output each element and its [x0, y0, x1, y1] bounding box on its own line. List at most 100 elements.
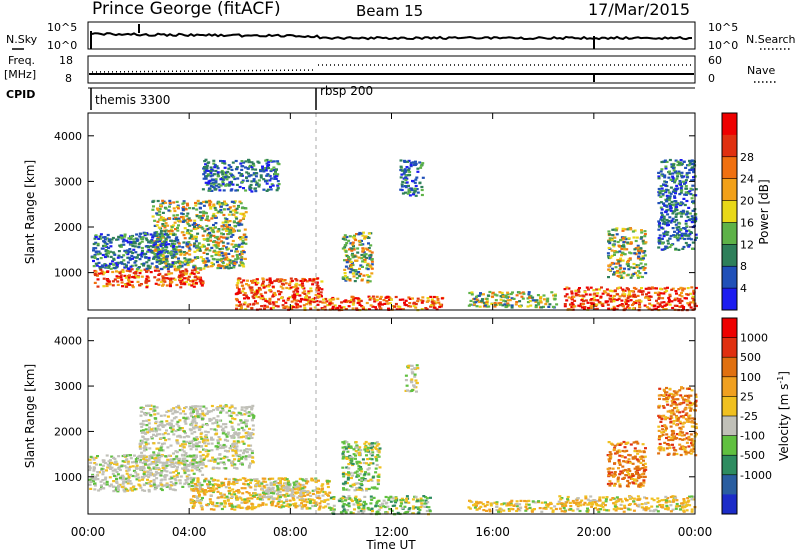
range-cell [232, 483, 236, 486]
range-cell [127, 276, 131, 279]
range-cell [254, 485, 258, 488]
range-cell [195, 448, 198, 451]
range-cell [138, 447, 142, 450]
range-cell [420, 185, 424, 189]
range-cell [171, 412, 175, 415]
range-cell [244, 166, 247, 169]
range-cell [198, 450, 202, 454]
colorbar-swatch [722, 178, 737, 202]
range-cell [239, 436, 243, 439]
range-cell [220, 507, 224, 511]
range-cell [218, 258, 222, 261]
range-cell [186, 469, 190, 472]
range-cell [413, 163, 417, 166]
range-cell [215, 236, 219, 239]
range-cell [154, 470, 158, 473]
range-cell [161, 275, 165, 278]
range-cell [319, 291, 323, 294]
range-cell [221, 178, 225, 181]
range-cell [247, 507, 251, 510]
range-cell [526, 301, 530, 304]
range-cell [221, 180, 225, 183]
range-cell [515, 301, 519, 304]
range-cell [674, 203, 678, 206]
range-cell [308, 491, 312, 494]
range-cell [250, 436, 254, 439]
range-cell [181, 209, 185, 212]
range-cell [168, 487, 172, 491]
range-cell [168, 205, 171, 208]
range-cell [214, 178, 218, 181]
range-cell [305, 482, 309, 485]
range-cell [130, 461, 134, 464]
range-cell [274, 504, 278, 508]
range-cell [553, 297, 557, 300]
range-cell [181, 467, 184, 470]
range-cell [247, 434, 251, 437]
range-cell [692, 169, 696, 172]
range-cell [536, 294, 540, 297]
range-cell [661, 297, 665, 300]
range-cell [210, 189, 214, 192]
range-cell [191, 506, 195, 509]
range-cell [193, 430, 197, 434]
range-cell [344, 299, 348, 302]
range-cell [180, 231, 184, 234]
range-cell [202, 212, 206, 215]
range-cell [159, 487, 163, 490]
range-cell [153, 224, 157, 227]
range-cell [691, 209, 695, 212]
range-cell [151, 215, 155, 218]
range-cell [308, 501, 312, 505]
range-cell [241, 179, 245, 182]
range-cell [138, 258, 142, 261]
range-cell [692, 176, 695, 179]
range-cell [506, 291, 510, 294]
range-cell [192, 502, 196, 505]
range-cell [154, 427, 158, 430]
range-cell [141, 429, 145, 432]
range-cell [142, 476, 146, 479]
range-cell [103, 461, 107, 465]
range-cell [231, 255, 235, 258]
range-cell [111, 280, 115, 283]
range-cell [415, 176, 419, 179]
range-cell [542, 298, 546, 301]
range-cell [404, 185, 407, 188]
range-cell [668, 202, 671, 205]
range-cell [203, 437, 207, 441]
range-cell [133, 240, 137, 244]
range-cell [152, 467, 156, 470]
range-cell [304, 503, 308, 507]
range-cell [315, 283, 319, 286]
range-cell [134, 275, 137, 278]
range-cell [673, 304, 677, 307]
range-cell [225, 456, 229, 459]
range-cell [225, 218, 229, 221]
range-cell [345, 235, 349, 239]
range-cell [242, 187, 245, 190]
range-cell [122, 243, 126, 246]
range-cell [183, 443, 187, 446]
range-cell [205, 423, 209, 427]
range-cell [607, 264, 611, 268]
range-cell [352, 269, 356, 272]
range-cell [257, 179, 261, 182]
range-cell [315, 286, 319, 289]
range-cell [621, 259, 625, 262]
range-cell [219, 425, 223, 428]
range-cell [263, 477, 267, 480]
range-cell [237, 457, 241, 461]
range-cell [640, 287, 643, 290]
range-cell [226, 499, 230, 502]
range-cell [505, 296, 509, 299]
range-cell [234, 248, 238, 251]
range-cell [241, 249, 245, 253]
range-cell [201, 282, 205, 285]
range-cell [684, 241, 688, 245]
range-cell [351, 256, 355, 259]
range-cell [175, 406, 179, 409]
range-cell [204, 181, 208, 184]
range-cell [275, 279, 278, 282]
range-cell [592, 289, 596, 292]
